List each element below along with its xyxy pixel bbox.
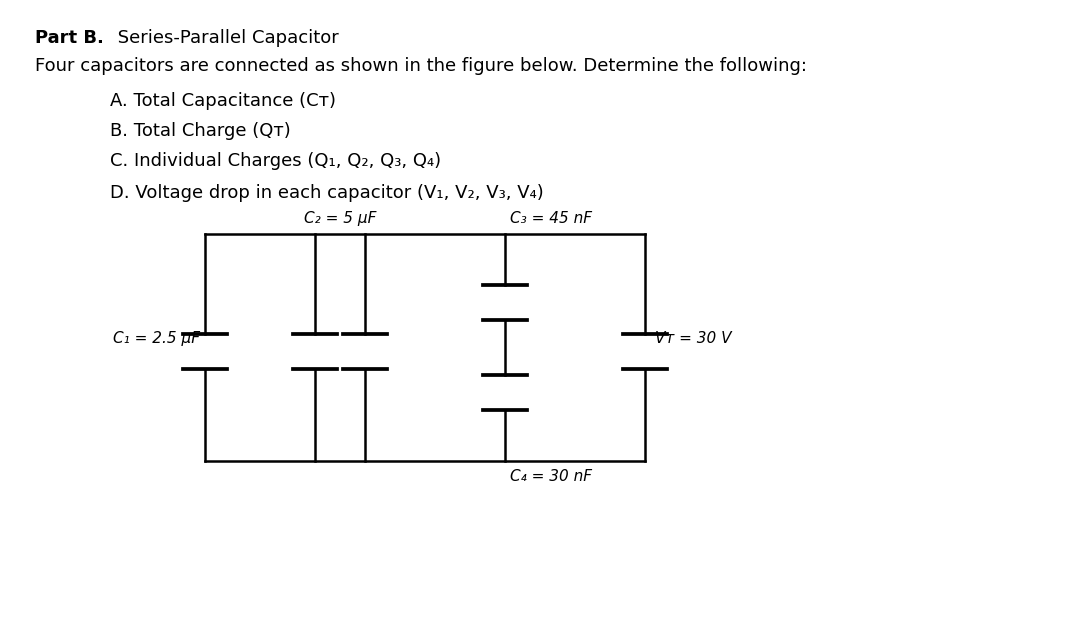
Text: Four capacitors are connected as shown in the figure below. Determine the follow: Four capacitors are connected as shown i…	[35, 57, 807, 75]
Text: C₂ = 5 μF: C₂ = 5 μF	[303, 211, 376, 226]
Text: Series-Parallel Capacitor: Series-Parallel Capacitor	[112, 29, 339, 47]
Text: C₃ = 45 nF: C₃ = 45 nF	[510, 211, 592, 226]
Text: C. Individual Charges (Q₁, Q₂, Q₃, Q₄): C. Individual Charges (Q₁, Q₂, Q₃, Q₄)	[110, 152, 441, 170]
Text: Vᴛ = 30 V: Vᴛ = 30 V	[654, 331, 731, 346]
Text: C₁ = 2.5 μF: C₁ = 2.5 μF	[113, 331, 200, 346]
Text: Part B.: Part B.	[35, 29, 104, 47]
Text: C₄ = 30 nF: C₄ = 30 nF	[510, 469, 592, 484]
Text: D. Voltage drop in each capacitor (V₁, V₂, V₃, V₄): D. Voltage drop in each capacitor (V₁, V…	[110, 184, 543, 202]
Text: A. Total Capacitance (Cᴛ): A. Total Capacitance (Cᴛ)	[110, 92, 336, 110]
Text: B. Total Charge (Qᴛ): B. Total Charge (Qᴛ)	[110, 122, 291, 140]
